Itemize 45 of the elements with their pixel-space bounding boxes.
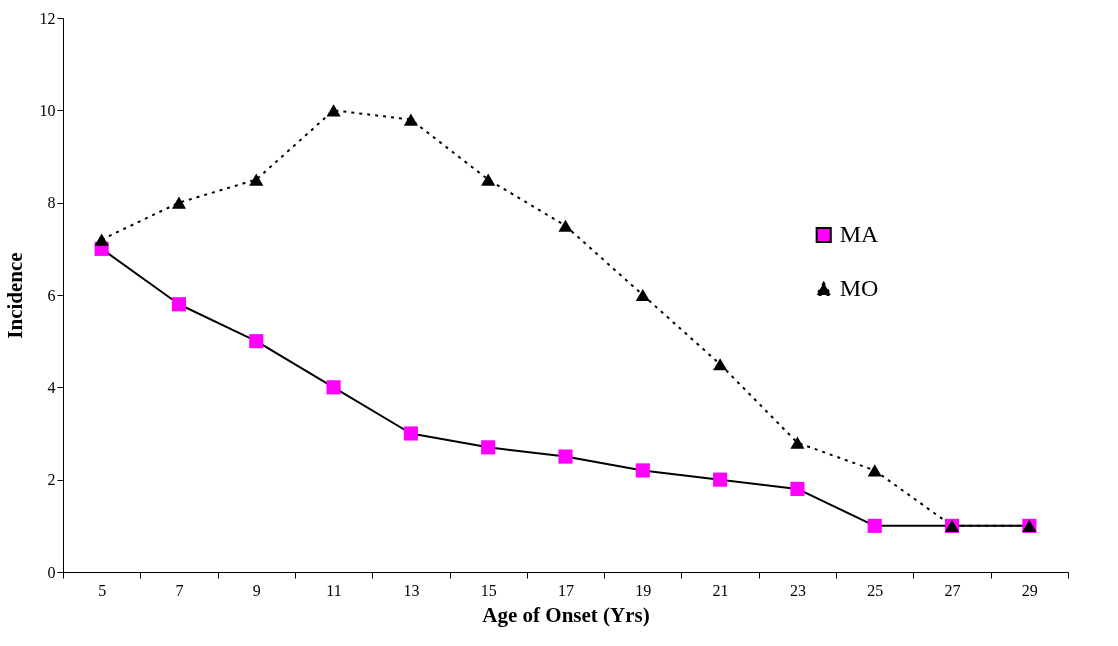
point <box>249 173 264 186</box>
legend-label: MA <box>839 220 880 247</box>
y-tick-label: 2 <box>47 471 56 489</box>
x-tick-label: 19 <box>635 581 652 599</box>
x-tick-label: 29 <box>1021 581 1038 599</box>
legend-label: MO <box>839 274 879 301</box>
y-tick-label: 10 <box>39 101 56 119</box>
point <box>790 481 805 496</box>
point <box>481 173 496 186</box>
point <box>790 436 805 449</box>
y-axis-title: Incidence <box>2 252 27 339</box>
point <box>403 113 418 126</box>
y-tick-label: 6 <box>47 286 56 304</box>
x-tick-label: 23 <box>789 581 806 599</box>
point <box>558 449 573 464</box>
x-tick-label: 9 <box>252 581 261 599</box>
x-tick-label: 27 <box>944 581 961 599</box>
point <box>713 472 728 487</box>
x-tick-label: 21 <box>712 581 729 599</box>
y-tick-label: 4 <box>47 378 56 396</box>
x-axis-title: Age of Onset (Yrs) <box>482 602 650 627</box>
x-tick-label: 7 <box>175 581 184 599</box>
x-tick-label: 5 <box>98 581 107 599</box>
point <box>867 464 882 477</box>
x-tick-label: 11 <box>326 581 342 599</box>
point <box>249 334 264 349</box>
x-tick-label: 13 <box>403 581 420 599</box>
y-tick-label: 12 <box>39 9 56 27</box>
point <box>558 219 573 232</box>
point <box>403 426 418 441</box>
point <box>171 196 187 209</box>
point <box>94 233 109 246</box>
point <box>326 380 341 395</box>
point <box>481 440 496 455</box>
point <box>326 104 341 117</box>
point <box>171 297 187 312</box>
x-tick-label: 25 <box>867 581 884 599</box>
point <box>867 518 882 533</box>
y-tick-label: 8 <box>47 194 56 212</box>
point <box>635 288 650 302</box>
x-tick-label: 17 <box>558 581 574 599</box>
point <box>713 358 728 371</box>
point <box>635 463 650 478</box>
y-tick-label: 0 <box>47 563 56 581</box>
x-tick-label: 15 <box>480 581 497 599</box>
